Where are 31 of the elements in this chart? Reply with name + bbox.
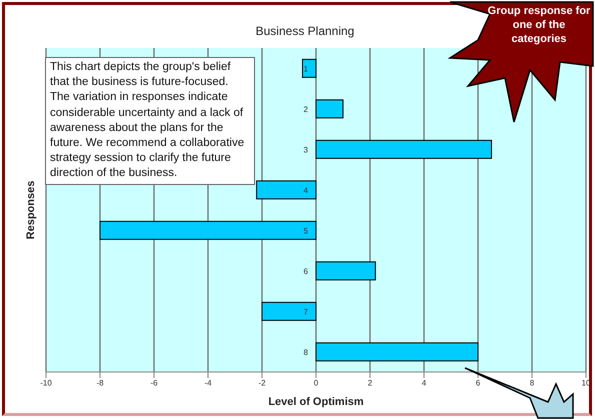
- y-tick-label: 4: [304, 186, 309, 195]
- x-axis-title: Level of Optimism: [267, 396, 365, 408]
- y-tick-label: 1: [304, 64, 309, 74]
- y-tick-label: 8: [304, 348, 309, 357]
- bar: [256, 180, 316, 200]
- x-tick-label: -2: [258, 378, 266, 388]
- x-tick-label: 2: [368, 378, 373, 388]
- y-tick-label: 6: [304, 266, 309, 276]
- x-tick-label: 6: [476, 378, 481, 388]
- x-tick-label: -6: [150, 378, 158, 388]
- x-tick-label: -8: [96, 378, 104, 388]
- y-tick-label: 7: [304, 307, 309, 316]
- x-tick-label: -10: [40, 378, 52, 388]
- bar: [316, 140, 492, 159]
- y-tick-label: 3: [304, 145, 309, 154]
- y-tick-label: 5: [304, 226, 309, 236]
- bar: [262, 302, 316, 321]
- y-axis-title: Responses: [25, 180, 37, 240]
- y-tick-label: 2: [304, 104, 309, 114]
- x-tick-label: 4: [422, 378, 427, 388]
- x-tick-label: -4: [204, 378, 212, 388]
- bar: [302, 58, 316, 78]
- annotation: This chart depicts the group's belief that the business is future-focused. The variation in responses indicate considerable uncertainty and a lack of awareness about the plans for the future. We recommend a collaborative strategy session to clarify the future direction of the business.: [45, 57, 255, 185]
- x-tick-label: 0: [314, 378, 319, 388]
- bar: [316, 261, 376, 280]
- text: Group response for one of the categories: [486, 4, 592, 46]
- chart-title: Business Planning: [256, 24, 354, 38]
- bar: [100, 220, 316, 240]
- x-tick-label: 8: [530, 378, 535, 388]
- bar: [316, 342, 478, 362]
- bar: [316, 99, 344, 118]
